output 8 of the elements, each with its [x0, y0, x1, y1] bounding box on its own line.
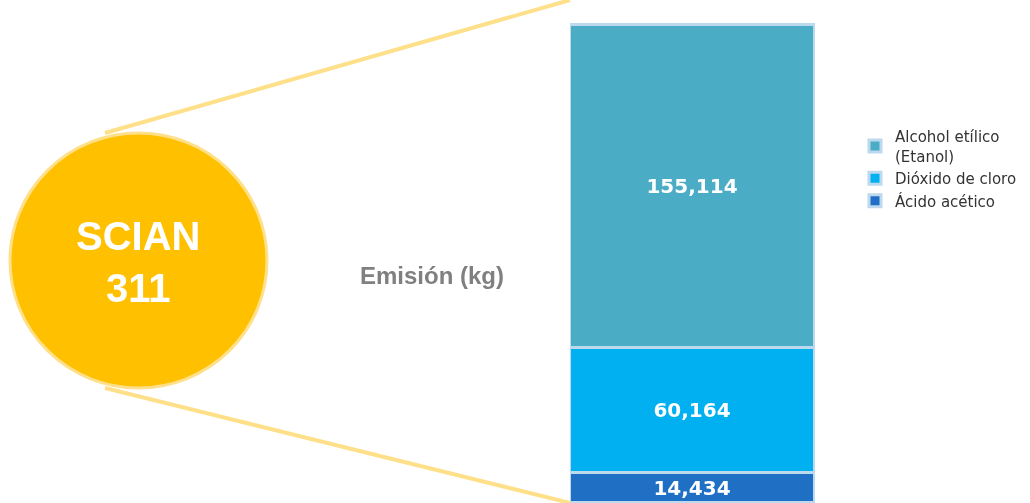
data-label: 155,114: [646, 174, 738, 198]
legend-label: Alcohol etílico (Etanol): [895, 128, 1000, 166]
legend-label: Ácido acético: [895, 191, 996, 211]
data-label: 60,164: [653, 398, 731, 422]
text: SCIAN 311: [76, 214, 201, 310]
data-label: 14,434: [653, 475, 731, 500]
legend-label: Dióxido de cloro: [895, 170, 1017, 189]
y-axis-title: Emisión (kg): [360, 262, 505, 289]
